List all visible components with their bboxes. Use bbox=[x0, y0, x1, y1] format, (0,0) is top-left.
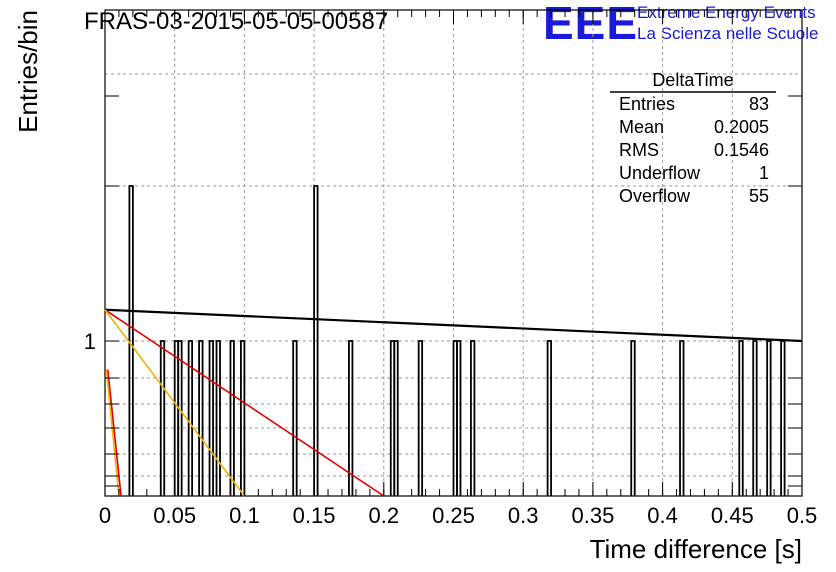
fit-curve bbox=[104, 309, 246, 497]
histogram-bin bbox=[313, 185, 319, 496]
stats-label: RMS bbox=[619, 140, 659, 160]
stats-label: Entries bbox=[619, 94, 675, 114]
x-tick-label: 0.5 bbox=[787, 503, 818, 528]
y-axis-label: Entries/bin bbox=[13, 10, 43, 133]
histogram-bin bbox=[456, 340, 462, 496]
histogram-bin bbox=[215, 340, 221, 496]
x-tick-label: 0.2 bbox=[369, 503, 400, 528]
histogram-bin bbox=[393, 340, 399, 496]
histogram-bin bbox=[159, 340, 166, 496]
fit-curve bbox=[104, 308, 803, 343]
x-tick-label: 0.35 bbox=[571, 503, 614, 528]
histogram-bin bbox=[292, 340, 298, 496]
stats-value: 83 bbox=[749, 94, 769, 114]
x-tick-label: 0.25 bbox=[432, 503, 475, 528]
histogram-bin bbox=[128, 185, 134, 496]
x-tick-label: 0.45 bbox=[711, 503, 754, 528]
x-tick-label: 0.3 bbox=[508, 503, 539, 528]
stats-label: Overflow bbox=[619, 186, 691, 206]
histogram-bin bbox=[208, 340, 214, 496]
histogram-bin bbox=[738, 340, 744, 496]
x-tick-label: 0.1 bbox=[229, 503, 260, 528]
x-tick-label: 0.4 bbox=[647, 503, 678, 528]
x-tick-label: 0.15 bbox=[293, 503, 336, 528]
histogram-bin bbox=[177, 340, 183, 496]
fit-curve bbox=[105, 369, 120, 497]
histogram-bin bbox=[546, 340, 552, 496]
histogram-bin bbox=[240, 340, 246, 496]
histogram-bin bbox=[187, 340, 194, 496]
histogram-bin bbox=[630, 340, 636, 496]
stats-value: 55 bbox=[749, 186, 769, 206]
histogram-bin bbox=[198, 340, 204, 496]
histogram-bin bbox=[348, 340, 354, 496]
y-tick-label: 1 bbox=[84, 329, 96, 354]
stats-value: 0.2005 bbox=[714, 117, 769, 137]
histogram-bin bbox=[229, 340, 235, 496]
x-tick-label: 0 bbox=[99, 503, 111, 528]
run-title: FRAS-03-2015-05-05-00587 bbox=[84, 8, 389, 35]
histogram-bin bbox=[766, 340, 772, 496]
logo-line-2: La Scienza nelle Scuole bbox=[637, 24, 819, 43]
fit-curve bbox=[106, 369, 122, 497]
histogram-bin bbox=[417, 340, 424, 496]
stats-value: 1 bbox=[759, 163, 769, 183]
logo-line-1: Extreme Energy Events bbox=[637, 3, 816, 22]
x-axis-label: Time difference [s] bbox=[590, 534, 802, 564]
stats-value: 0.1546 bbox=[714, 140, 769, 160]
histogram-bin bbox=[780, 340, 786, 496]
stats-label: Mean bbox=[619, 117, 664, 137]
histogram-bin bbox=[752, 340, 758, 496]
x-tick-label: 0.05 bbox=[153, 503, 196, 528]
stats-title: DeltaTime bbox=[652, 70, 733, 90]
histogram-bin bbox=[679, 340, 685, 496]
eee-logo: EEE bbox=[543, 0, 639, 49]
stats-label: Underflow bbox=[619, 163, 701, 183]
fit-curve bbox=[104, 309, 385, 497]
histogram-bin bbox=[470, 340, 476, 496]
